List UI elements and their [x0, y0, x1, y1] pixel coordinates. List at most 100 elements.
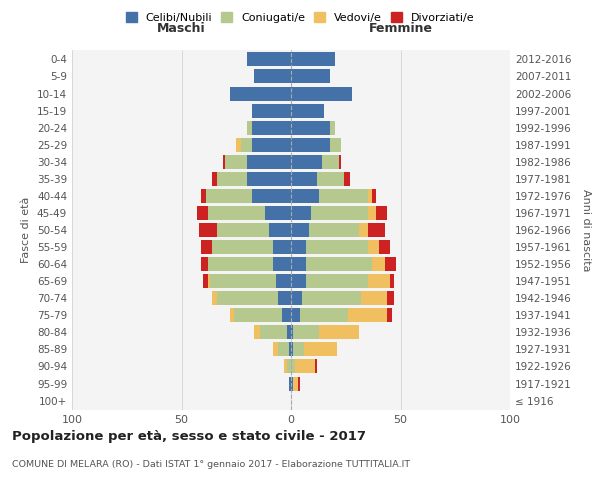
Bar	[247, 172, 291, 186]
Bar	[223, 155, 226, 168]
Bar	[295, 360, 315, 374]
Legend: Celibi/Nubili, Coniugati/e, Vedovi/e, Divorziati/e: Celibi/Nubili, Coniugati/e, Vedovi/e, Di…	[121, 8, 479, 28]
Bar	[278, 342, 289, 356]
Y-axis label: Fasce di età: Fasce di età	[22, 197, 31, 263]
Bar	[368, 223, 385, 237]
Bar	[217, 223, 269, 237]
Y-axis label: Anni di nascita: Anni di nascita	[581, 188, 591, 271]
Text: Femmine: Femmine	[368, 22, 433, 35]
Bar	[300, 308, 348, 322]
Bar	[210, 274, 275, 288]
Bar	[208, 257, 274, 271]
Bar	[319, 326, 359, 340]
Bar	[331, 120, 335, 134]
Bar	[291, 240, 307, 254]
Bar	[307, 257, 372, 271]
Bar	[236, 138, 241, 151]
Bar	[254, 70, 291, 84]
Bar	[368, 189, 372, 203]
Bar	[291, 257, 307, 271]
Bar	[291, 104, 324, 118]
Bar	[199, 223, 217, 237]
Bar	[307, 274, 368, 288]
Bar	[287, 360, 291, 374]
Bar	[331, 138, 341, 151]
Bar	[319, 189, 368, 203]
Bar	[282, 308, 291, 322]
Bar	[230, 86, 291, 101]
Bar	[304, 342, 337, 356]
Bar	[293, 326, 319, 340]
Bar	[322, 155, 339, 168]
Bar	[311, 206, 368, 220]
Bar	[372, 189, 376, 203]
Text: Popolazione per età, sesso e stato civile - 2017: Popolazione per età, sesso e stato civil…	[12, 430, 366, 443]
Bar	[226, 155, 247, 168]
Bar	[251, 189, 291, 203]
Bar	[291, 376, 293, 390]
Text: COMUNE DI MELARA (RO) - Dati ISTAT 1° gennaio 2017 - Elaborazione TUTTITALIA.IT: COMUNE DI MELARA (RO) - Dati ISTAT 1° ge…	[12, 460, 410, 469]
Bar	[291, 120, 331, 134]
Bar	[247, 120, 251, 134]
Bar	[291, 52, 335, 66]
Bar	[265, 206, 291, 220]
Bar	[291, 360, 295, 374]
Bar	[251, 138, 291, 151]
Bar	[368, 206, 376, 220]
Bar	[291, 172, 317, 186]
Bar	[348, 308, 388, 322]
Bar	[201, 240, 212, 254]
Bar	[361, 292, 388, 305]
Bar	[291, 223, 308, 237]
Bar	[388, 308, 392, 322]
Bar	[287, 326, 291, 340]
Bar	[298, 376, 300, 390]
Bar	[212, 172, 217, 186]
Bar	[293, 376, 298, 390]
Bar	[368, 240, 379, 254]
Bar	[372, 257, 385, 271]
Bar	[212, 240, 274, 254]
Bar	[234, 308, 282, 322]
Bar	[359, 223, 368, 237]
Bar	[289, 342, 291, 356]
Bar	[385, 257, 396, 271]
Bar	[291, 86, 352, 101]
Bar	[203, 274, 208, 288]
Bar	[388, 292, 394, 305]
Bar	[302, 292, 361, 305]
Bar	[307, 240, 368, 254]
Bar	[201, 257, 208, 271]
Bar	[217, 292, 278, 305]
Bar	[247, 52, 291, 66]
Bar	[379, 240, 389, 254]
Bar	[241, 138, 251, 151]
Bar	[197, 206, 208, 220]
Bar	[217, 172, 247, 186]
Bar	[291, 189, 319, 203]
Bar	[291, 326, 293, 340]
Bar	[269, 223, 291, 237]
Bar	[275, 274, 291, 288]
Bar	[291, 70, 331, 84]
Bar	[291, 138, 331, 151]
Bar	[291, 206, 311, 220]
Bar	[274, 240, 291, 254]
Bar	[230, 308, 234, 322]
Bar	[247, 155, 291, 168]
Bar	[317, 172, 344, 186]
Bar	[208, 274, 210, 288]
Bar	[308, 223, 359, 237]
Bar	[344, 172, 350, 186]
Bar	[208, 206, 265, 220]
Bar	[291, 292, 302, 305]
Text: Maschi: Maschi	[157, 22, 206, 35]
Bar	[251, 120, 291, 134]
Bar	[201, 189, 206, 203]
Bar	[291, 155, 322, 168]
Bar	[291, 342, 293, 356]
Bar	[274, 342, 278, 356]
Bar	[212, 292, 217, 305]
Bar	[389, 274, 394, 288]
Bar	[293, 342, 304, 356]
